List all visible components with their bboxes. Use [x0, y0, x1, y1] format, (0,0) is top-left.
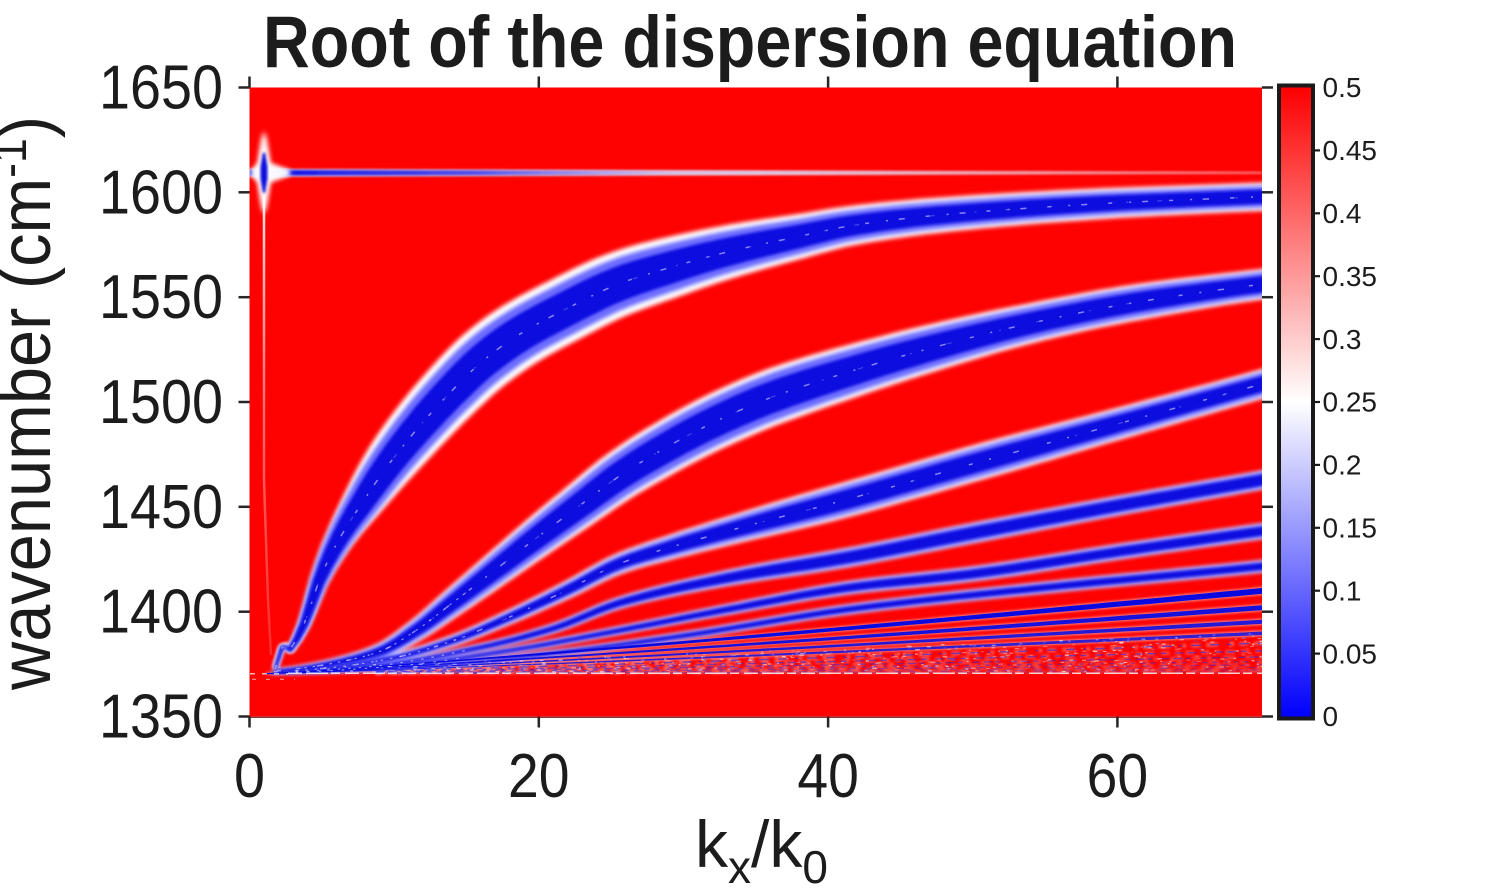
svg-text:40: 40 — [797, 742, 859, 811]
svg-text:20: 20 — [508, 742, 570, 811]
svg-text:0.4: 0.4 — [1323, 198, 1362, 229]
svg-text:Root of the dispersion equatio: Root of the dispersion equation — [263, 2, 1237, 83]
svg-text:60: 60 — [1087, 742, 1149, 811]
svg-text:1400: 1400 — [99, 578, 223, 647]
svg-text:1350: 1350 — [99, 683, 223, 752]
svg-text:0: 0 — [1323, 701, 1339, 732]
svg-text:0.15: 0.15 — [1323, 513, 1378, 544]
svg-text:0.25: 0.25 — [1323, 387, 1378, 418]
svg-text:1600: 1600 — [99, 158, 223, 227]
svg-text:1650: 1650 — [99, 54, 223, 123]
svg-text:wavenumber (cm-1): wavenumber (cm-1) — [0, 116, 66, 691]
svg-text:0.35: 0.35 — [1323, 261, 1378, 292]
svg-text:1450: 1450 — [99, 473, 223, 542]
svg-text:1550: 1550 — [99, 263, 223, 332]
svg-text:1500: 1500 — [99, 368, 223, 437]
svg-text:0: 0 — [234, 742, 265, 811]
svg-text:0.5: 0.5 — [1323, 72, 1362, 103]
svg-text:0.1: 0.1 — [1323, 575, 1362, 606]
svg-text:0.2: 0.2 — [1323, 450, 1362, 481]
svg-text:kx/k0: kx/k0 — [695, 807, 828, 893]
svg-text:0.3: 0.3 — [1323, 324, 1362, 355]
svg-text:0.45: 0.45 — [1323, 135, 1378, 166]
svg-text:0.05: 0.05 — [1323, 638, 1378, 669]
